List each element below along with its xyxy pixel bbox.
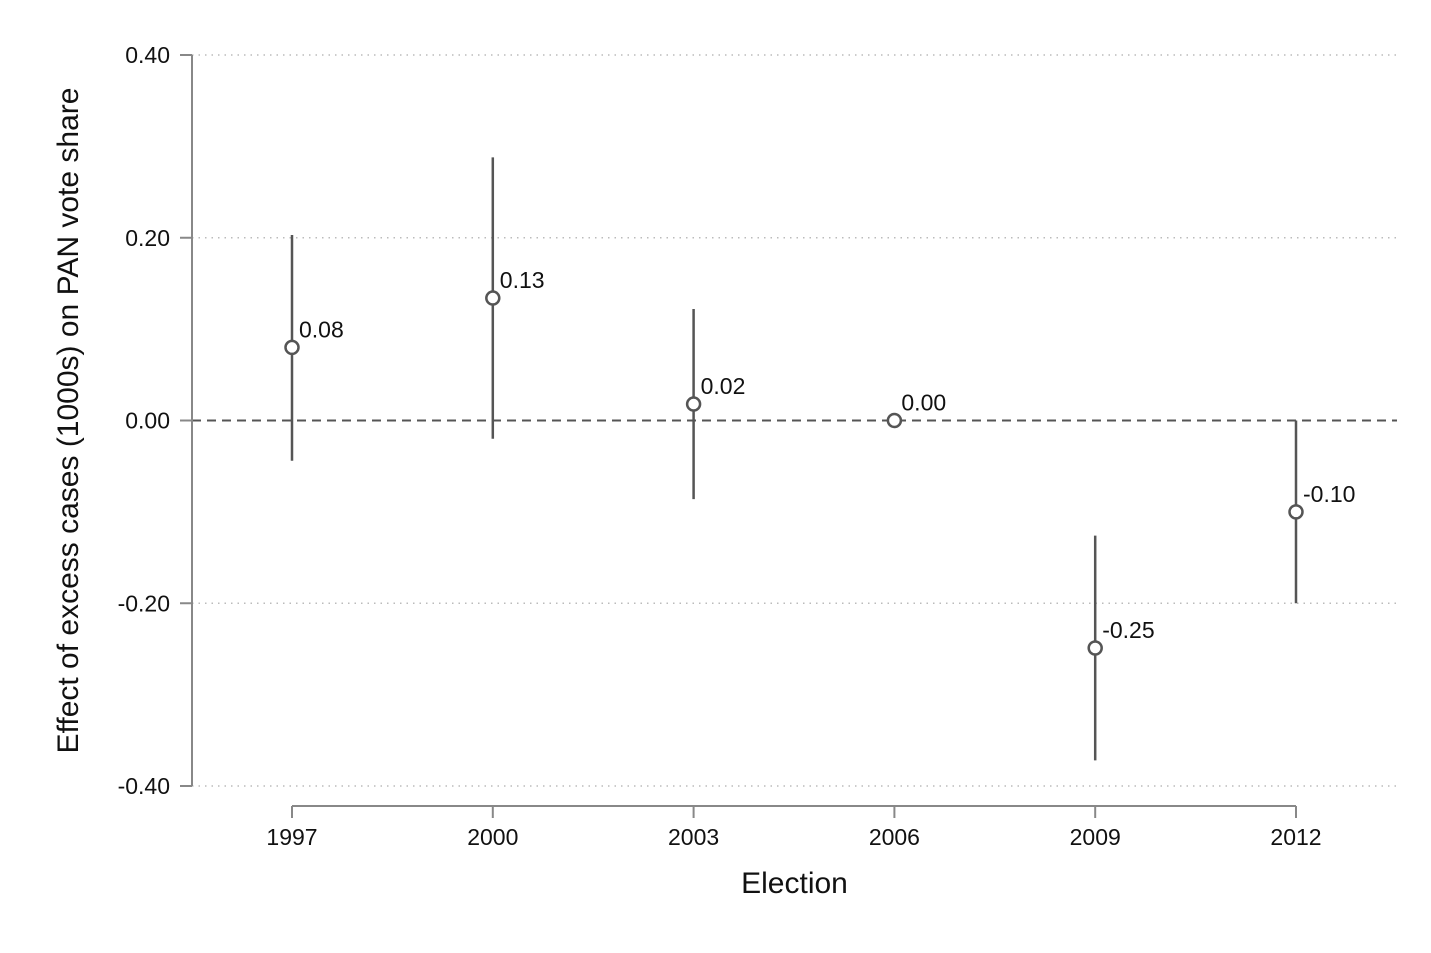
point-marker bbox=[284, 339, 300, 356]
data-label: -0.10 bbox=[1303, 481, 1355, 507]
confidence-intervals bbox=[290, 157, 1298, 761]
x-axis: 1997 2000 2003 2006 2009 2012 bbox=[266, 805, 1322, 850]
data-label: 0.08 bbox=[299, 316, 344, 342]
y-tick-label: 0.20 bbox=[125, 225, 170, 251]
x-tick-label: 2000 bbox=[467, 824, 518, 850]
point-marker bbox=[1087, 640, 1103, 656]
y-tick-label: 0.00 bbox=[125, 408, 170, 434]
x-tick-label: 1997 bbox=[266, 824, 317, 850]
data-label: 0.00 bbox=[901, 390, 946, 416]
point-marker bbox=[485, 290, 501, 306]
x-tick-label: 2003 bbox=[668, 824, 719, 850]
y-tick-label: -0.20 bbox=[118, 590, 170, 616]
data-labels: 0.08 0.13 0.02 0.00 -0.25 -0.10 bbox=[299, 267, 1355, 643]
x-axis-title: Election bbox=[741, 867, 848, 900]
data-label: -0.25 bbox=[1102, 617, 1154, 643]
x-tick-label: 2006 bbox=[869, 824, 920, 850]
point-marker bbox=[1288, 504, 1304, 520]
point-estimates bbox=[284, 290, 1304, 656]
data-label: 0.13 bbox=[500, 267, 545, 293]
point-marker bbox=[886, 412, 903, 429]
y-tick-label: -0.40 bbox=[118, 773, 170, 799]
x-tick-label: 2012 bbox=[1270, 824, 1321, 850]
x-tick-label: 2009 bbox=[1070, 824, 1121, 850]
y-axis: 0.40 0.20 0.00 -0.20 -0.40 bbox=[118, 42, 193, 799]
data-label: 0.02 bbox=[701, 373, 746, 399]
y-axis-title: Effect of excess cases (1000s) on PAN vo… bbox=[52, 88, 85, 754]
point-marker bbox=[685, 396, 702, 412]
y-tick-label: 0.40 bbox=[125, 42, 170, 68]
